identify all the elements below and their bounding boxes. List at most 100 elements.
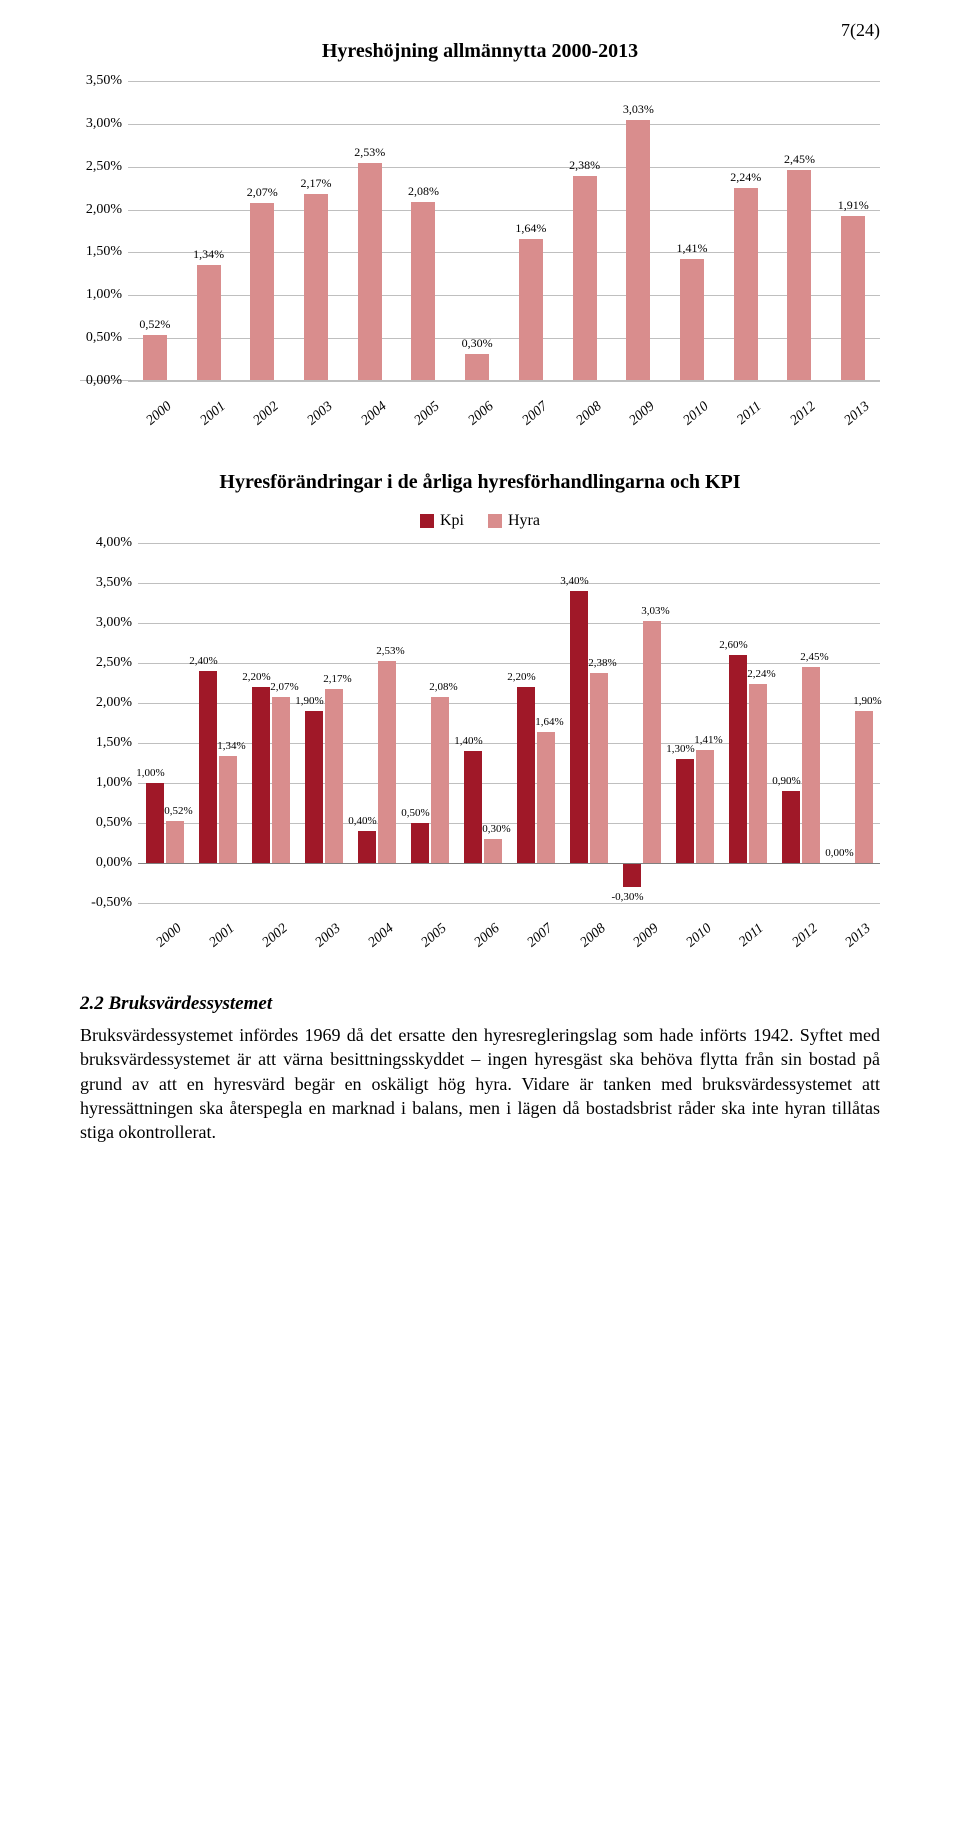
bar-value-label: 0,40% xyxy=(348,815,376,827)
legend-item-hyra: Hyra xyxy=(488,512,540,530)
bar-value-label: 2,53% xyxy=(354,145,385,160)
bar-value-label: 1,40% xyxy=(454,735,482,747)
legend-item-kpi: Kpi xyxy=(420,512,464,530)
bar: 2,08% xyxy=(431,697,449,863)
bar-slot: 2,60%2,24% xyxy=(721,543,774,903)
bar-value-label: 3,03% xyxy=(623,102,654,117)
bar: 2,08% xyxy=(411,202,435,380)
section-body: Bruksvärdessystemet infördes 1969 då det… xyxy=(80,1023,880,1144)
chart2-y-axis: 4,00%3,50%3,00%2,50%2,00%1,50%1,00%0,50%… xyxy=(80,543,138,903)
bar: 2,45% xyxy=(802,667,820,863)
bar: 2,20% xyxy=(252,687,270,863)
bar: 2,38% xyxy=(573,176,597,380)
bar-value-label: 0,52% xyxy=(164,805,192,817)
bar: 1,00% xyxy=(146,783,164,863)
bar: 1,41% xyxy=(696,750,714,863)
x-tick: 2000 xyxy=(138,903,191,943)
x-tick: 2001 xyxy=(191,903,244,943)
bar-value-label: 0,00% xyxy=(825,847,853,859)
bar: 3,03% xyxy=(626,120,650,380)
bar-slot: 1,41% xyxy=(665,81,719,380)
x-tick: 2009 xyxy=(615,903,668,943)
bar-wrap: 1,41% xyxy=(696,543,714,903)
chart-hyreshojning: Hyreshöjning allmännytta 2000-2013 3,50%… xyxy=(80,40,880,421)
bar-slot: 0,90%2,45% xyxy=(774,543,827,903)
bar-value-label: 2,38% xyxy=(588,657,616,669)
bar-wrap: 3,03% xyxy=(643,543,661,903)
page-number: 7(24) xyxy=(841,20,880,41)
chart2-legend: Kpi Hyra xyxy=(80,512,880,533)
x-tick: 2010 xyxy=(668,903,721,943)
bar-value-label: 2,40% xyxy=(189,655,217,667)
x-tick: 2012 xyxy=(773,381,827,421)
bar-slot: 2,45% xyxy=(773,81,827,380)
bar-value-label: 1,90% xyxy=(295,695,323,707)
bar-value-label: 2,60% xyxy=(719,639,747,651)
bar: 1,34% xyxy=(219,756,237,863)
chart2-plot: 1,00%0,52%2,40%1,34%2,20%2,07%1,90%2,17%… xyxy=(138,543,880,903)
bar-value-label: 1,34% xyxy=(217,740,245,752)
gridline xyxy=(128,381,880,382)
bar-slot: 2,20%1,64% xyxy=(509,543,562,903)
x-tick: 2013 xyxy=(826,381,880,421)
x-tick: 2006 xyxy=(450,381,504,421)
x-tick: 2008 xyxy=(558,381,612,421)
chart1-y-axis: 3,50%3,00%2,50%2,00%1,50%1,00%0,50%0,00% xyxy=(80,81,128,381)
bar: 1,34% xyxy=(197,265,221,380)
bar-slot: 2,17% xyxy=(289,81,343,380)
chart2-area: 4,00%3,50%3,00%2,50%2,00%1,50%1,00%0,50%… xyxy=(80,543,880,903)
x-tick: 2009 xyxy=(611,381,665,421)
bar-slot: 1,34% xyxy=(182,81,236,380)
bar: 1,64% xyxy=(537,732,555,863)
bar-slot: 2,24% xyxy=(719,81,773,380)
section-heading: 2.2 Bruksvärdessystemet xyxy=(80,993,880,1015)
bar-slot: 2,53% xyxy=(343,81,397,380)
bar: 0,90% xyxy=(782,791,800,863)
bar-slot: 1,90%2,17% xyxy=(297,543,350,903)
bar-value-label: 2,17% xyxy=(301,176,332,191)
chart1-title: Hyreshöjning allmännytta 2000-2013 xyxy=(80,40,880,63)
bar-value-label: 2,08% xyxy=(408,184,439,199)
bar: 2,38% xyxy=(590,673,608,863)
bar: 1,30% xyxy=(676,759,694,863)
legend-swatch-hyra xyxy=(488,514,502,528)
zero-line xyxy=(138,863,880,864)
bar: 2,17% xyxy=(325,689,343,863)
bar: 2,17% xyxy=(304,194,328,380)
bar-slot: 0,52% xyxy=(128,81,182,380)
bar-wrap: 1,30% xyxy=(676,543,694,903)
bar-slot: -0,30%3,03% xyxy=(615,543,668,903)
x-tick: 2007 xyxy=(509,903,562,943)
bar-wrap: 0,90% xyxy=(782,543,800,903)
bar-slot: 0,30% xyxy=(450,81,504,380)
x-tick: 2005 xyxy=(403,903,456,943)
bar-wrap: 2,24% xyxy=(749,543,767,903)
bar-wrap: 2,38% xyxy=(590,543,608,903)
x-tick: 2005 xyxy=(397,381,451,421)
bar-value-label: -0,30% xyxy=(611,891,643,903)
bar-slot: 2,38% xyxy=(558,81,612,380)
bar: 2,53% xyxy=(358,163,382,380)
bar-wrap: 3,40% xyxy=(570,543,588,903)
bar: 0,50% xyxy=(411,823,429,863)
bar-value-label: 1,30% xyxy=(666,743,694,755)
chart-kpi-hyra: Hyresförändringar i de årliga hyresförha… xyxy=(80,471,880,943)
bar: 2,60% xyxy=(729,655,747,863)
bar-value-label: 3,03% xyxy=(641,605,669,617)
x-tick: 2003 xyxy=(297,903,350,943)
bar-wrap: 2,40% xyxy=(199,543,217,903)
bar-value-label: 2,24% xyxy=(747,668,775,680)
bars-row: 1,00%0,52%2,40%1,34%2,20%2,07%1,90%2,17%… xyxy=(138,543,880,903)
bar: 2,20% xyxy=(517,687,535,863)
bar: 1,90% xyxy=(855,711,873,863)
bar-value-label: 2,38% xyxy=(569,158,600,173)
bar: 1,90% xyxy=(305,711,323,863)
x-tick: 2010 xyxy=(665,381,719,421)
bar-wrap: 1,00% xyxy=(146,543,164,903)
bar-value-label: 1,00% xyxy=(136,767,164,779)
bar-slot: 1,30%1,41% xyxy=(668,543,721,903)
bars-row: 0,52%1,34%2,07%2,17%2,53%2,08%0,30%1,64%… xyxy=(128,81,880,380)
x-tick: 2001 xyxy=(182,381,236,421)
chart1-area: 3,50%3,00%2,50%2,00%1,50%1,00%0,50%0,00%… xyxy=(80,81,880,381)
bar: 1,91% xyxy=(841,216,865,380)
